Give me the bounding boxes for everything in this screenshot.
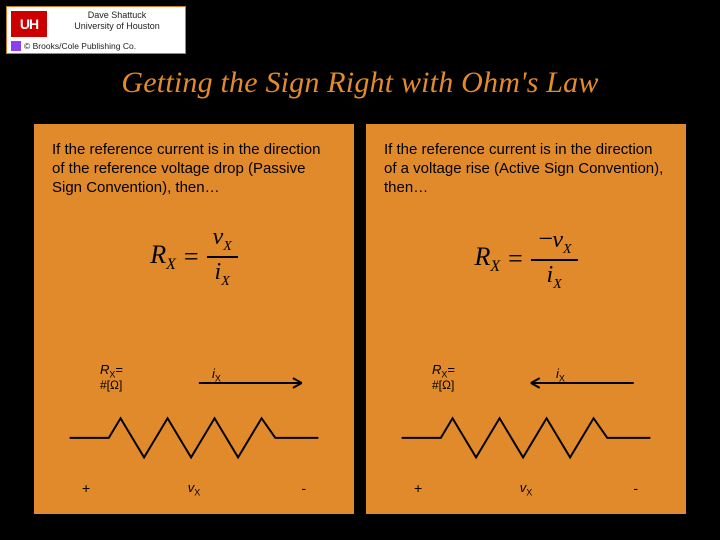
eq-lhs: RX: [150, 240, 176, 274]
eq-num-sub: X: [223, 239, 232, 254]
voltage-label: vX: [188, 480, 201, 498]
resistor-label-sym: R: [100, 362, 109, 377]
circuit-diagram-passive: RX= #[Ω] iX + - vX: [52, 360, 336, 500]
eq-numerator: vX: [207, 225, 238, 254]
eq-lhs-sub: X: [490, 258, 500, 275]
eq-lhs: RX: [474, 242, 500, 276]
copyright-text: © Brooks/Cole Publishing Co.: [24, 41, 136, 51]
equation-active: RX = −vX iX: [384, 225, 668, 293]
panels-container: If the reference current is in the direc…: [34, 124, 686, 514]
author-name: Dave Shattuck: [53, 10, 181, 21]
eq-equals: =: [184, 242, 199, 272]
panel-active: If the reference current is in the direc…: [366, 124, 686, 514]
institution-text: Dave Shattuck University of Houston: [53, 10, 181, 32]
copyright-row: © Brooks/Cole Publishing Co.: [11, 41, 181, 51]
circuit-diagram-active: RX= #[Ω] iX + - vX: [384, 360, 668, 500]
header-logo-block: UH Dave Shattuck University of Houston ©…: [6, 6, 186, 54]
current-label: iX: [556, 366, 565, 384]
resistor-label: RX=: [100, 362, 123, 380]
panel-passive-description: If the reference current is in the direc…: [52, 140, 336, 197]
slide-root: UH Dave Shattuck University of Houston ©…: [0, 0, 720, 540]
eq-denominator: iX: [541, 263, 568, 292]
eq-lhs-sub: X: [166, 257, 176, 274]
resistor-icon: [52, 360, 336, 500]
slide-title: Getting the Sign Right with Ohm's Law: [0, 66, 720, 100]
eq-num-sym: v: [552, 227, 563, 253]
eq-lhs-sym: R: [150, 240, 166, 269]
eq-denominator: iX: [209, 260, 236, 289]
resistor-icon: [384, 360, 668, 500]
institution-name: University of Houston: [53, 21, 181, 32]
eq-den-sub: X: [553, 277, 562, 292]
resistor-label-eq: =: [447, 362, 455, 377]
voltage-label: vX: [520, 480, 533, 498]
voltage-sub: X: [526, 488, 532, 498]
resistor-label-sym: R: [432, 362, 441, 377]
voltage-plus: +: [414, 480, 422, 496]
equation-passive: RX = vX iX: [52, 225, 336, 290]
voltage-sub: X: [194, 488, 200, 498]
voltage-minus: -: [301, 480, 306, 496]
eq-equals: =: [508, 244, 523, 274]
eq-fraction: vX iX: [207, 225, 238, 290]
fraction-bar-icon: [207, 256, 238, 258]
eq-fraction: −vX iX: [531, 225, 578, 293]
resistor-units: #[Ω]: [432, 378, 454, 392]
current-sub: X: [559, 374, 565, 384]
current-label: iX: [212, 366, 221, 384]
resistor-label-eq: =: [115, 362, 123, 377]
fraction-bar-icon: [531, 259, 578, 261]
voltage-plus: +: [82, 480, 90, 496]
eq-num-sub: X: [563, 242, 572, 257]
eq-lhs-sym: R: [474, 242, 490, 271]
panel-passive: If the reference current is in the direc…: [34, 124, 354, 514]
resistor-units: #[Ω]: [100, 378, 122, 392]
resistor-label: RX=: [432, 362, 455, 380]
eq-num-sym: v: [213, 224, 224, 250]
publisher-mark-icon: [11, 41, 21, 51]
eq-den-sub: X: [221, 274, 230, 289]
voltage-minus: -: [633, 480, 638, 496]
uh-logo: UH: [11, 11, 47, 37]
panel-active-description: If the reference current is in the direc…: [384, 140, 668, 197]
eq-numerator: −vX: [531, 225, 578, 257]
current-sub: X: [215, 374, 221, 384]
